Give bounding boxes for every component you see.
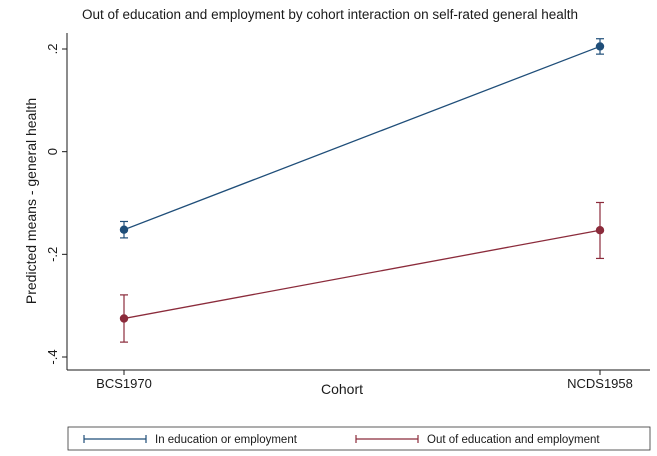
x-tick-label-1: NCDS1958	[567, 376, 633, 391]
y-axis-label: Predicted means - general health	[23, 98, 39, 304]
legend-label-1: Out of education and employment	[427, 434, 600, 446]
y-tick-label-2: -.2	[45, 247, 60, 262]
plot-area: .2 0 -.2 -.4 BCS1970 NCDS1958	[45, 33, 650, 391]
series-layer	[119, 38, 605, 343]
legend: In education or employment Out of educat…	[67, 426, 651, 451]
y-ticks: .2 0 -.2 -.4	[45, 44, 67, 365]
chart-title: Out of education and employment by cohor…	[82, 7, 578, 22]
data-point-1-1	[595, 226, 605, 235]
x-ticks: BCS1970 NCDS1958	[96, 370, 633, 391]
data-point-0-1	[595, 42, 605, 51]
y-tick-label-0: .2	[45, 44, 60, 55]
y-tick-label-1: 0	[45, 148, 60, 155]
series-line-0	[123, 45, 601, 231]
data-point-0-0	[119, 225, 129, 234]
legend-item-0: In education or employment	[83, 434, 298, 446]
legend-item-1: Out of education and employment	[355, 434, 600, 446]
data-point-1-0	[119, 314, 129, 323]
x-tick-label-0: BCS1970	[96, 376, 152, 391]
series-line-1	[123, 229, 601, 320]
x-axis-label: Cohort	[321, 381, 363, 397]
y-tick-label-3: -.4	[45, 349, 60, 364]
legend-label-0: In education or employment	[155, 434, 298, 446]
